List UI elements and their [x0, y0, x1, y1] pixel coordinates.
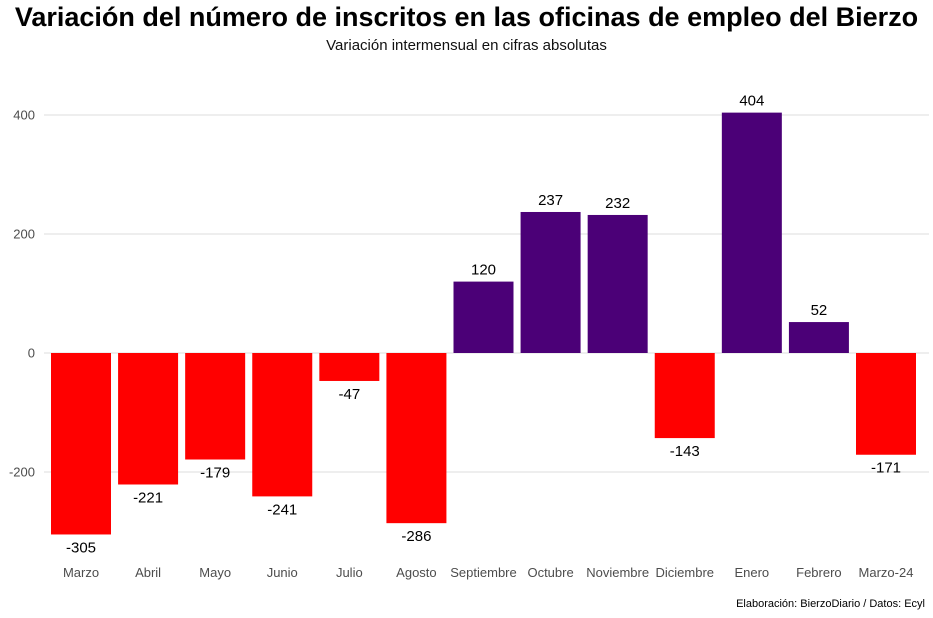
bar [788, 322, 849, 353]
bar [587, 214, 648, 353]
x-tick-label: Octubre [527, 565, 573, 580]
x-tick-label: Julio [336, 565, 363, 580]
data-label: -286 [401, 528, 431, 545]
data-label: -221 [133, 489, 163, 506]
data-label: 120 [471, 262, 496, 279]
x-tick-label: Mayo [199, 565, 231, 580]
data-label: -241 [267, 501, 297, 518]
data-label: 237 [538, 192, 563, 209]
chart-caption: Elaboración: BierzoDiario / Datos: Ecyl [736, 598, 925, 610]
y-tick-label: -200 [9, 465, 35, 480]
x-tick-label: Marzo-24 [859, 565, 914, 580]
x-tick-label: Enero [734, 565, 769, 580]
x-axis-ticks: Marzo Abril Mayo Junio Julio Agosto Septiembre… [63, 565, 914, 580]
data-label: 404 [739, 93, 764, 110]
bar [520, 211, 581, 353]
bar [654, 353, 715, 439]
x-tick-label: Septiembre [450, 565, 516, 580]
x-tick-label: Febrero [796, 565, 842, 580]
y-tick-label: 200 [13, 227, 35, 242]
data-label: -47 [338, 386, 360, 403]
bar [118, 353, 179, 485]
data-labels: -305 -221 -179 -241 -47 -286 120 237 232 -143 404 5… [66, 93, 901, 557]
data-label: -179 [200, 465, 230, 482]
x-tick-label: Abril [135, 565, 161, 580]
data-label: 232 [605, 195, 630, 212]
data-label: -171 [871, 460, 901, 477]
data-label: -305 [66, 539, 96, 556]
bar [856, 353, 916, 455]
x-tick-label: Agosto [396, 565, 436, 580]
y-tick-label: 400 [13, 108, 35, 123]
y-axis-ticks: -200 0 200 400 [9, 108, 35, 480]
x-tick-label: Noviembre [586, 565, 649, 580]
bar [185, 353, 246, 460]
bars [51, 112, 916, 535]
bar [51, 353, 111, 535]
bar [721, 112, 782, 354]
x-tick-label: Junio [267, 565, 298, 580]
bar [453, 281, 514, 353]
chart-subtitle: Variación intermensual en cifras absolut… [326, 37, 607, 54]
data-label: -143 [670, 443, 700, 460]
bar [319, 353, 380, 381]
y-tick-label: 0 [28, 346, 35, 361]
bar [386, 353, 447, 524]
data-label: 52 [811, 302, 828, 319]
x-tick-label: Marzo [63, 565, 99, 580]
x-tick-label: Diciembre [655, 565, 714, 580]
bar [252, 353, 313, 497]
chart-title: Variación del número de inscritos en las… [14, 2, 919, 32]
